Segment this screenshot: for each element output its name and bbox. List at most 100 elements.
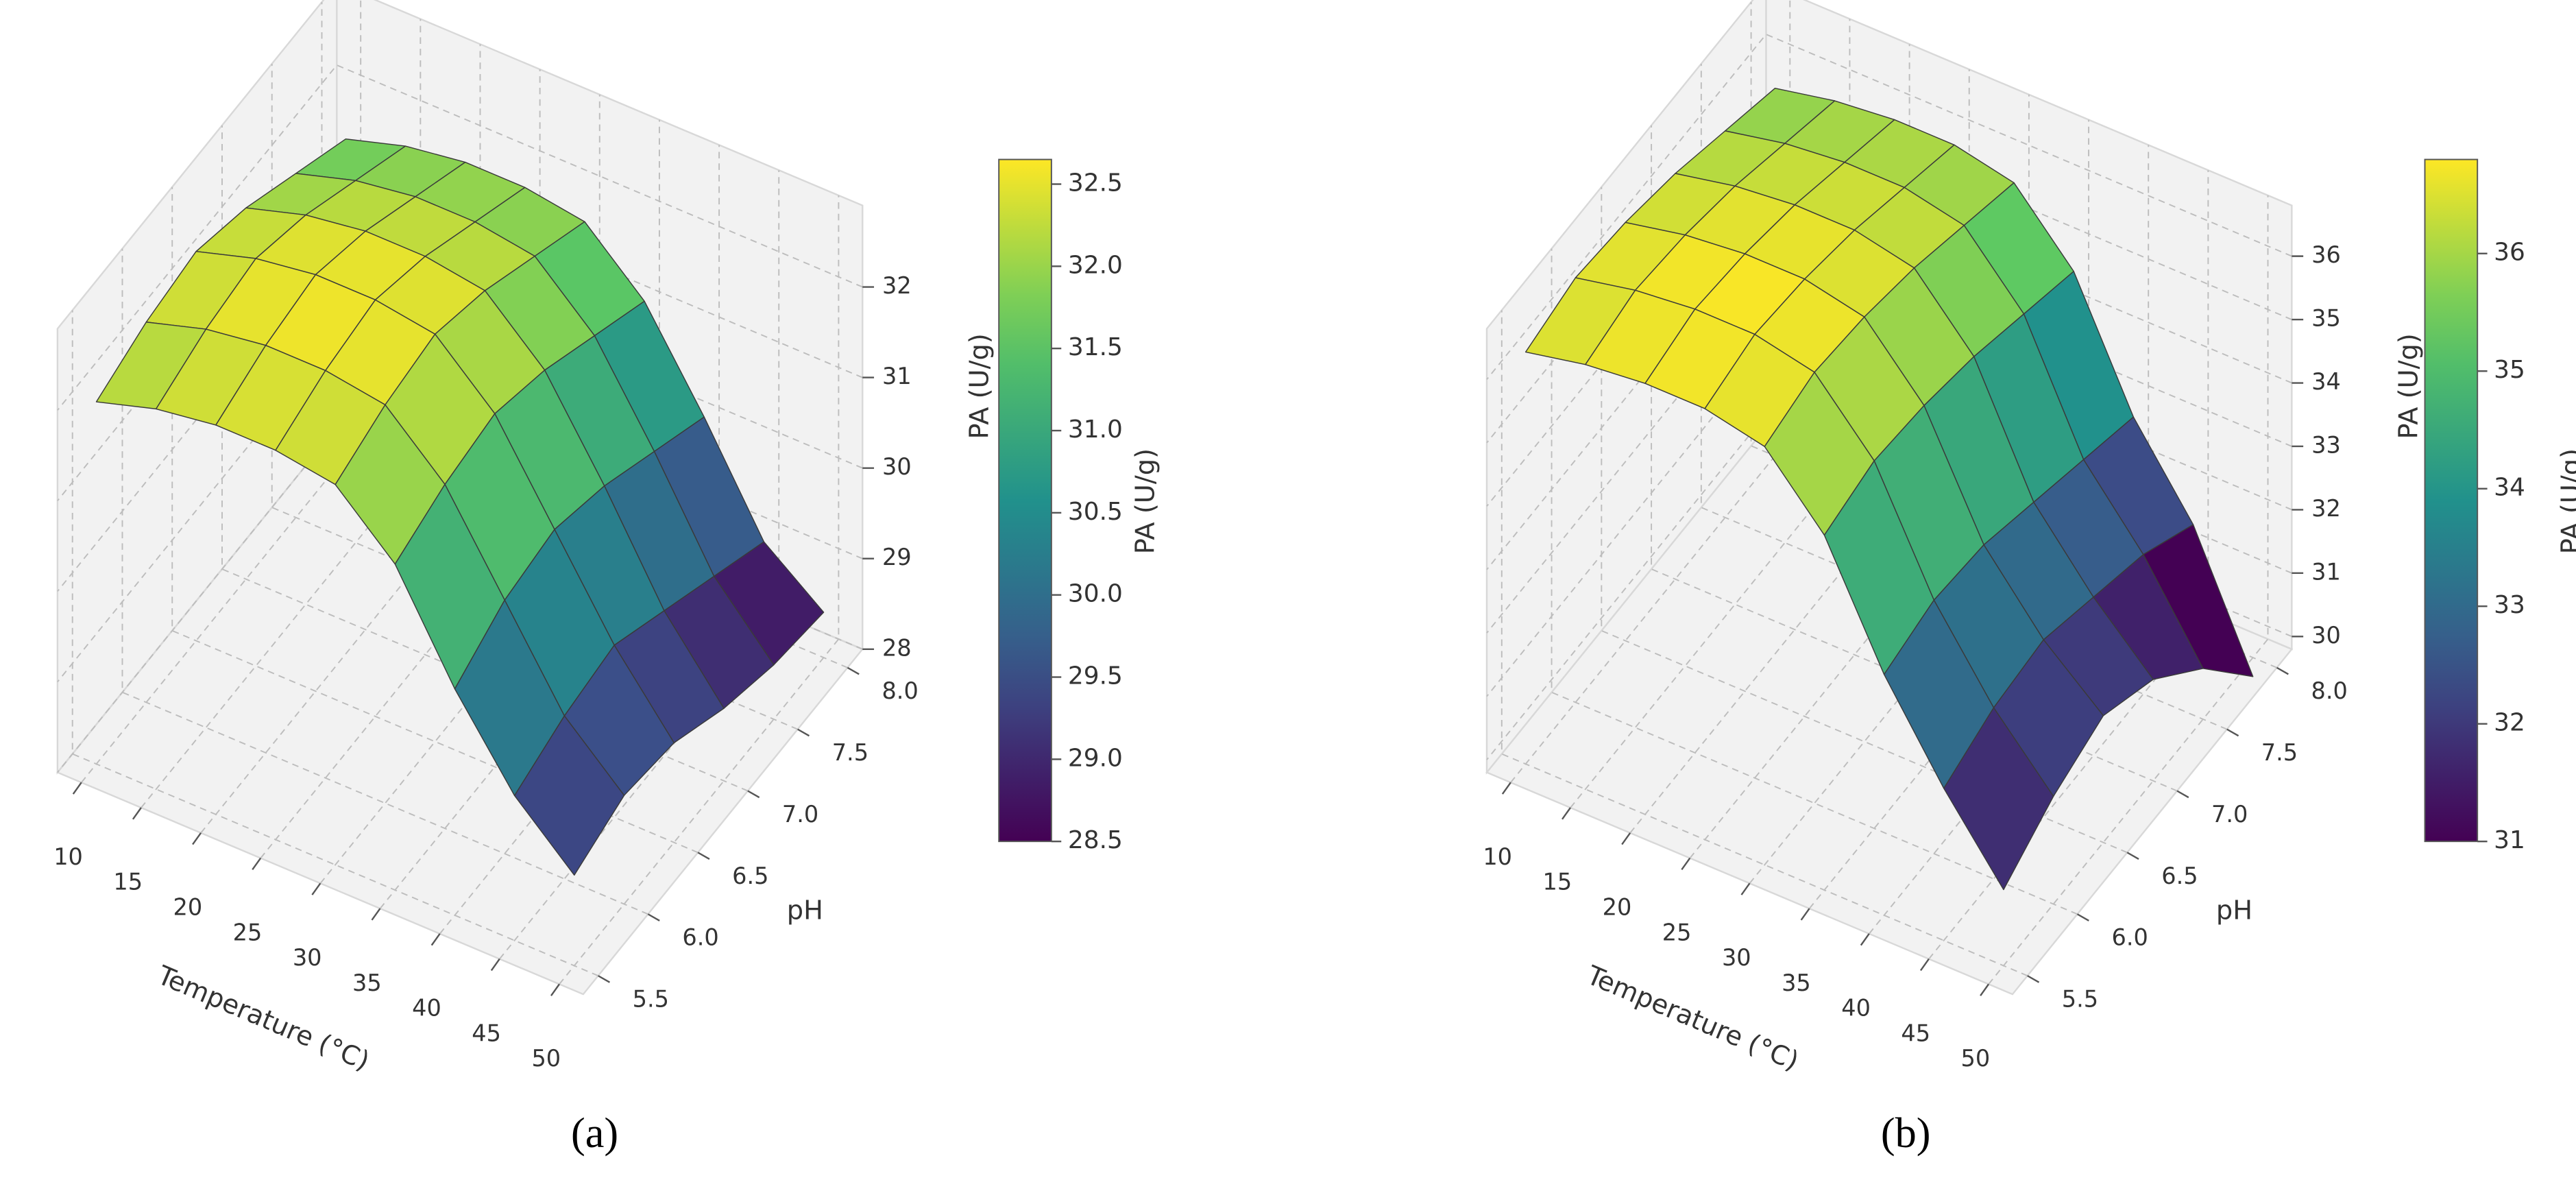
x-tick-label: 50 bbox=[1961, 1045, 1991, 1072]
z-tick-label: 31 bbox=[2311, 558, 2341, 585]
z-axis-label: PA (U/g) bbox=[2393, 333, 2424, 439]
y-tick-label: 6.5 bbox=[2161, 863, 2198, 889]
colorbar-tick-label: 34 bbox=[2494, 474, 2525, 502]
y-axis-label: pH bbox=[787, 895, 823, 926]
x-tick bbox=[311, 882, 321, 895]
x-tick bbox=[1919, 958, 1930, 972]
x-tick bbox=[252, 857, 262, 871]
x-tick-label: 35 bbox=[352, 970, 382, 996]
colorbar-label: PA (U/g) bbox=[1130, 448, 1161, 554]
z-tick-label: 35 bbox=[2311, 305, 2341, 332]
colorbar bbox=[998, 158, 1052, 843]
x-axis-label: Temperature (°C) bbox=[152, 960, 374, 1077]
colorbar-tick-label: 33 bbox=[2494, 591, 2525, 619]
grid-line bbox=[57, 64, 863, 411]
colorbar-tick-label: 36 bbox=[2494, 239, 2525, 267]
y-tick-label: 5.5 bbox=[2062, 986, 2098, 1013]
colorbar-tick-label: 29.5 bbox=[1068, 662, 1123, 690]
x-tick-label: 50 bbox=[531, 1045, 561, 1072]
grid-line bbox=[71, 310, 599, 977]
caption: (a) bbox=[571, 1109, 618, 1157]
x-tick bbox=[1860, 933, 1870, 946]
x-tick bbox=[371, 908, 381, 921]
x-tick-label: 40 bbox=[412, 995, 441, 1022]
grid-line bbox=[499, 170, 780, 960]
colorbar-tick-label: 28.5 bbox=[1068, 826, 1123, 854]
y-tick-label: 7.0 bbox=[2211, 801, 2248, 828]
x-tick bbox=[1980, 983, 1990, 996]
y-tick bbox=[2126, 852, 2139, 860]
x-tick bbox=[72, 782, 82, 795]
grid-line bbox=[559, 195, 840, 985]
z-tick-label: 30 bbox=[2311, 622, 2341, 649]
x-tick-label: 40 bbox=[1841, 995, 1871, 1022]
y-tick bbox=[647, 913, 660, 922]
grid-line bbox=[1486, 160, 2292, 507]
x-tick-label: 45 bbox=[1901, 1020, 1930, 1046]
colorbar-tick-label: 31.0 bbox=[1068, 416, 1123, 444]
x-tick bbox=[1681, 857, 1691, 871]
x-tick-label: 20 bbox=[1603, 894, 1632, 921]
z-tick-label: 28 bbox=[882, 634, 912, 661]
grid-line bbox=[1500, 310, 2028, 977]
x-tick-label: 35 bbox=[1782, 970, 1811, 996]
grid-line bbox=[1486, 224, 2292, 570]
x-tick bbox=[132, 807, 142, 820]
surface-patch bbox=[1943, 707, 2054, 891]
y-tick bbox=[2226, 728, 2239, 737]
z-axis-label: PA (U/g) bbox=[964, 333, 995, 439]
grid-line bbox=[1869, 145, 2150, 935]
z-tick-label: 36 bbox=[2311, 241, 2341, 268]
x-axis-label: Temperature (°C) bbox=[1581, 960, 1803, 1077]
z-tick-label: 29 bbox=[882, 544, 912, 570]
colorbar-tick-label: 31 bbox=[2494, 826, 2525, 854]
colorbar-tick-label: 29.0 bbox=[1068, 744, 1123, 772]
colorbar-tick-label: 31.5 bbox=[1068, 333, 1123, 361]
y-tick bbox=[697, 852, 710, 860]
y-tick-label: 7.5 bbox=[2261, 739, 2298, 766]
z-tick-label: 30 bbox=[882, 453, 912, 480]
x-tick bbox=[1501, 782, 1511, 795]
y-tick bbox=[797, 728, 810, 737]
colorbar-label: PA (U/g) bbox=[2556, 448, 2576, 554]
y-tick-label: 7.0 bbox=[782, 801, 818, 828]
colorbar bbox=[2424, 158, 2479, 843]
y-tick bbox=[2176, 790, 2189, 799]
y-tick-label: 5.5 bbox=[633, 986, 669, 1013]
x-tick-label: 25 bbox=[233, 919, 263, 946]
colorbar-tick-label: 32.0 bbox=[1068, 251, 1123, 279]
y-tick-label: 6.0 bbox=[2112, 924, 2148, 951]
grid-line bbox=[439, 145, 720, 935]
y-tick-label: 8.0 bbox=[882, 677, 918, 704]
colorbar-tick-label: 30.0 bbox=[1068, 580, 1123, 608]
y-tick bbox=[598, 975, 611, 983]
y-tick-label: 6.0 bbox=[682, 924, 718, 951]
z-tick-label: 34 bbox=[2311, 368, 2341, 395]
z-tick-label: 31 bbox=[882, 363, 912, 389]
colorbar-tick-label: 32 bbox=[2494, 709, 2525, 737]
grid-line bbox=[379, 119, 660, 909]
y-axis-label: pH bbox=[2216, 895, 2252, 926]
x-tick bbox=[192, 832, 202, 845]
x-tick-label: 10 bbox=[1483, 843, 1512, 870]
z-tick-label: 32 bbox=[2311, 495, 2341, 522]
colorbar-tick-label: 30.5 bbox=[1068, 498, 1123, 526]
x-tick-label: 10 bbox=[53, 843, 83, 870]
y-tick-label: 6.5 bbox=[732, 863, 768, 889]
grid-line bbox=[1988, 195, 2269, 985]
x-tick-label: 15 bbox=[1542, 869, 1572, 895]
z-tick-label: 32 bbox=[882, 272, 912, 299]
grid-line bbox=[1928, 170, 2209, 960]
x-tick bbox=[490, 958, 500, 972]
y-tick bbox=[2276, 666, 2289, 675]
caption: (b) bbox=[1881, 1109, 1931, 1157]
grid-line bbox=[1808, 119, 2090, 909]
x-tick-label: 15 bbox=[113, 869, 143, 895]
x-tick-label: 25 bbox=[1662, 919, 1692, 946]
grid-line bbox=[1551, 248, 2078, 915]
colorbar-tick-label: 35 bbox=[2494, 356, 2525, 384]
x-tick-label: 30 bbox=[1722, 944, 1751, 971]
x-tick bbox=[1740, 882, 1751, 895]
x-tick bbox=[1800, 908, 1810, 921]
